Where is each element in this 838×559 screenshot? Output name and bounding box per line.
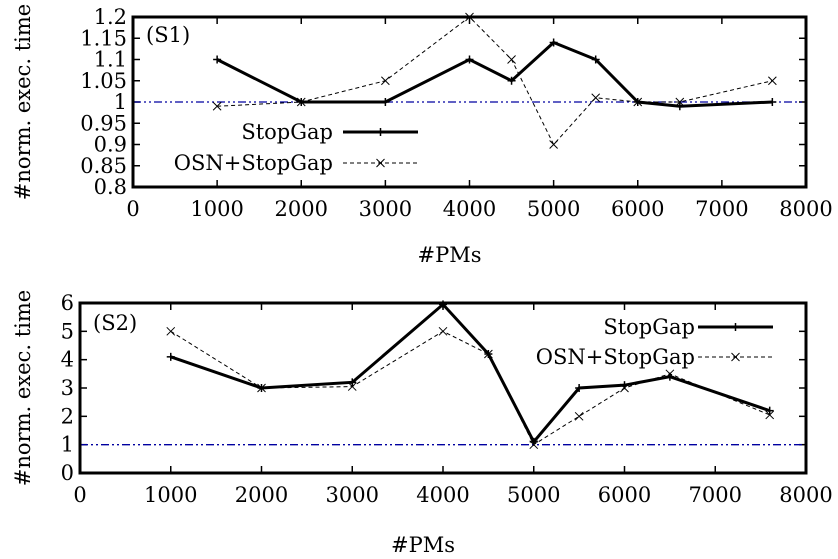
y-tick-label: 6 — [61, 291, 74, 315]
x-tick-label: 7000 — [689, 483, 742, 507]
x-tick-label: 0 — [73, 483, 86, 507]
x-tick-label: 6000 — [598, 483, 651, 507]
x-tick-label: 7000 — [695, 197, 748, 221]
x-axis-label: #PMs — [417, 243, 481, 267]
y-tick-label: 0.9 — [94, 133, 127, 157]
series-line-stopgap — [216, 40, 773, 108]
legend-label: StopGap — [241, 120, 333, 144]
x-tick-label: 5000 — [527, 197, 580, 221]
x-tick-label: 6000 — [611, 197, 664, 221]
legend-label: StopGap — [603, 315, 695, 339]
x-tick-label: 2000 — [275, 197, 328, 221]
y-tick-label: 2 — [61, 404, 74, 428]
y-tick-label: 0.95 — [80, 111, 127, 135]
y-tick-label: 0.85 — [80, 154, 127, 178]
x-tick-label: 5000 — [507, 483, 560, 507]
x-tick-label: 1000 — [190, 197, 243, 221]
y-tick-label: 4 — [61, 348, 74, 372]
x-tick-label: 4000 — [416, 483, 469, 507]
x-tick-label: 0 — [126, 197, 139, 221]
x-tick-label: 8000 — [779, 197, 832, 221]
y-tick-label: 1.05 — [80, 69, 127, 93]
x-axis-label: #PMs — [391, 533, 455, 557]
x-tick-label: 3000 — [359, 197, 412, 221]
y-tick-label: 0 — [61, 461, 74, 485]
x-tick-label: 8000 — [779, 483, 832, 507]
series-line-stopgap — [170, 302, 771, 445]
x-tick-label: 3000 — [326, 483, 379, 507]
plot-frame — [131, 15, 808, 189]
y-tick-label: 1.2 — [94, 5, 127, 29]
y-tick-label: 1 — [114, 90, 127, 114]
chart-s1: 0 1000 2000 3000 4000 5000 6000 7000 8000 0.80.85… — [11, 4, 833, 267]
y-tick-label: 3 — [61, 376, 74, 400]
series-line-osn-stopgap — [217, 16, 773, 146]
y-axis-label: #norm. exec. time — [11, 4, 35, 200]
legend-label: OSN+StopGap — [174, 151, 333, 175]
chart-s2: 0 1000 2000 3000 4000 5000 6000 7000 8000 0 1 2 3 4 5 6… — [11, 290, 833, 557]
panel-annotation: (S2) — [93, 311, 137, 335]
legend-label: OSN+StopGap — [536, 345, 695, 369]
y-tick-label: 1.1 — [94, 48, 127, 72]
y-tick-label: 0.8 — [94, 175, 127, 199]
y-tick-label: 1.15 — [80, 26, 127, 50]
x-tick-label: 2000 — [235, 483, 288, 507]
x-tick-label: 4000 — [443, 197, 496, 221]
plot-frame — [78, 301, 808, 475]
x-tick-label: 1000 — [144, 483, 197, 507]
panel-annotation: (S1) — [146, 23, 190, 47]
y-tick-label: 1 — [61, 433, 74, 457]
y-tick-label: 5 — [61, 319, 74, 343]
y-axis-label: #norm. exec. time — [11, 290, 35, 486]
